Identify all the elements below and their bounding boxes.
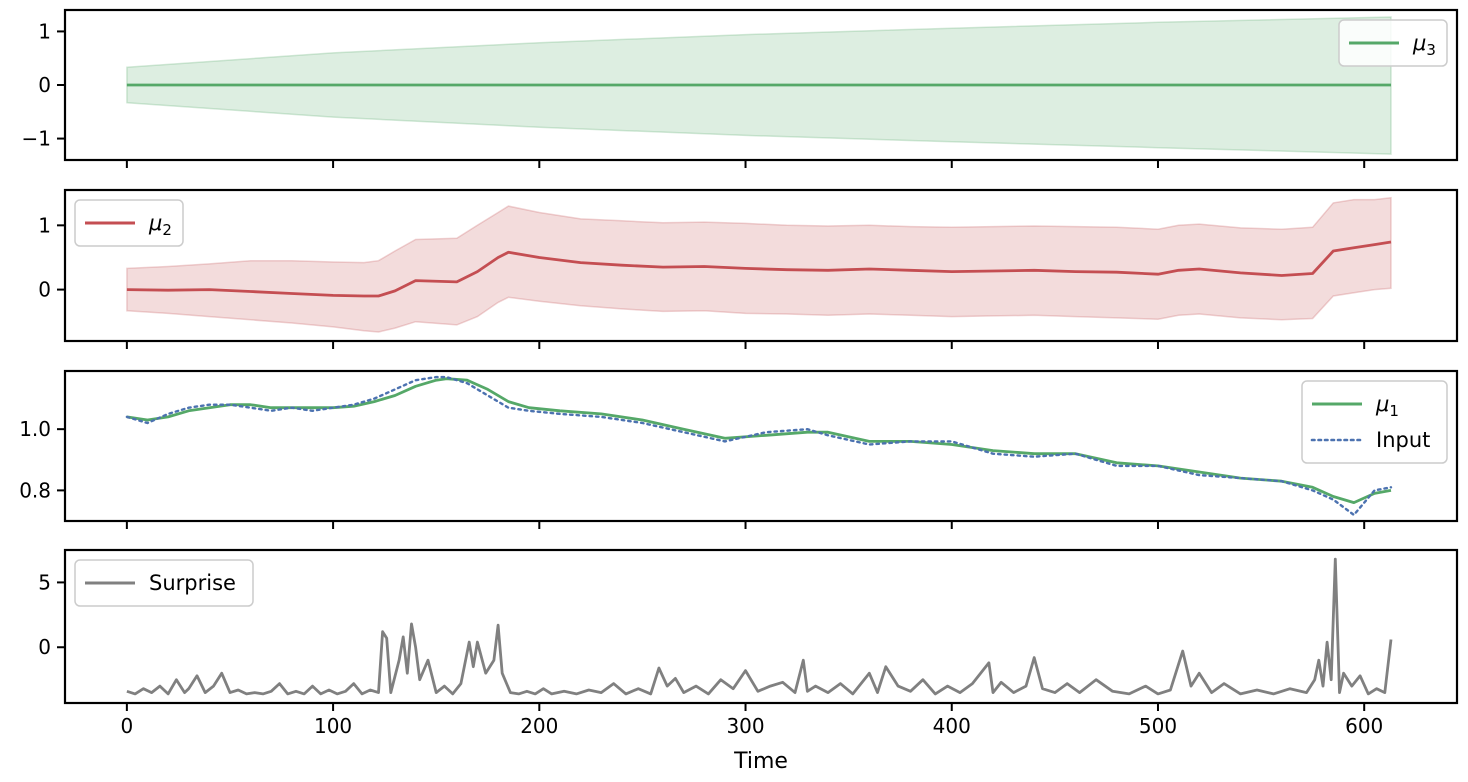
x-tick-label: 500	[1139, 714, 1177, 738]
y-tick-label: 1.0	[19, 417, 51, 441]
legend-box	[1301, 380, 1448, 464]
legend-mu2: μ2	[74, 199, 184, 247]
Surprise-series-line	[126, 557, 1393, 696]
legend-label: Input	[1376, 428, 1430, 452]
y-tick-label: 0	[38, 73, 51, 97]
legend-mu1: μ1 Input	[1301, 380, 1448, 464]
x-tick-label: 300	[726, 714, 764, 738]
y-tick-label: 1	[38, 213, 51, 237]
legend-label: μ2	[148, 211, 172, 239]
panel-mu3: −1 0 1 μ3	[22, 8, 1459, 168]
panel-mu2: 0 1 μ2	[38, 188, 1459, 349]
mu2-uncertainty-band	[126, 196, 1392, 333]
x-tick-label: 0	[120, 714, 133, 738]
axes-frame-mu2	[63, 188, 1459, 343]
x-tick-label: 400	[933, 714, 971, 738]
legend-label: μ3	[1412, 31, 1436, 59]
legend-surprise: Surprise	[74, 559, 254, 607]
x-tick-label: 100	[314, 714, 352, 738]
mu1-series-line	[126, 377, 1392, 504]
axes-frame-mu1	[63, 369, 1459, 523]
axes-frame-surprise	[63, 548, 1459, 705]
y-tick-label: 0	[38, 635, 51, 659]
legend-box	[74, 559, 254, 607]
legend-label: μ1	[1375, 392, 1399, 420]
legend-label: Surprise	[149, 571, 236, 595]
y-tick-label: 0.8	[19, 478, 51, 502]
Input-series-line	[125, 375, 1393, 517]
x-tick-label: 600	[1345, 714, 1383, 738]
y-tick-label: 0	[38, 278, 51, 302]
panel-mu1: 0.8 1.0 μ1 Input	[19, 369, 1459, 529]
y-tick-label: 5	[38, 570, 51, 594]
legend-mu3: μ3	[1338, 19, 1448, 67]
mu2-series-line	[126, 240, 1392, 298]
x-axis-label: Time	[733, 749, 788, 774]
y-tick-label: 1	[38, 19, 51, 43]
y-tick-label: −1	[22, 127, 51, 151]
x-tick-label: 200	[520, 714, 558, 738]
